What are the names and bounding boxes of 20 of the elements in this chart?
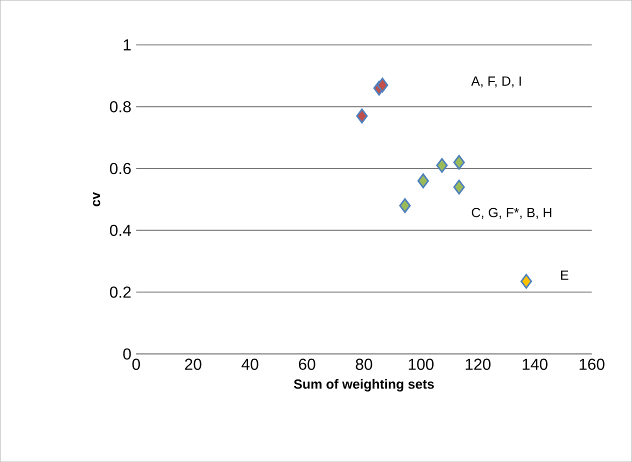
y-tick-label: 0.6	[110, 162, 131, 174]
x-tick-label: 60	[298, 358, 316, 370]
y-tick-label: 0	[123, 348, 131, 360]
x-tick-label: 100	[408, 358, 434, 370]
annotation: A, F, D, I	[471, 76, 521, 88]
x-tick-label: 140	[522, 358, 548, 370]
x-tick-label: 80	[356, 358, 372, 370]
y-tick-label: 0.8	[110, 101, 131, 112]
y-axis-title: cv	[92, 192, 100, 206]
y-tick-label: 0.2	[110, 286, 131, 298]
annotation: C, G, F*, B, H	[472, 208, 552, 219]
x-axis-title: Sum of weighting sets	[294, 378, 434, 392]
x-tick-label: 160	[580, 358, 604, 370]
annotation: E	[561, 270, 568, 280]
x-tick-label: 40	[242, 358, 258, 370]
x-tick-label: 20	[185, 358, 202, 370]
x-tick-label: 120	[466, 358, 491, 370]
y-tick-label: 1	[124, 39, 131, 50]
y-tick-label: 0.4	[110, 224, 131, 236]
x-tick-label: 0	[132, 358, 140, 370]
